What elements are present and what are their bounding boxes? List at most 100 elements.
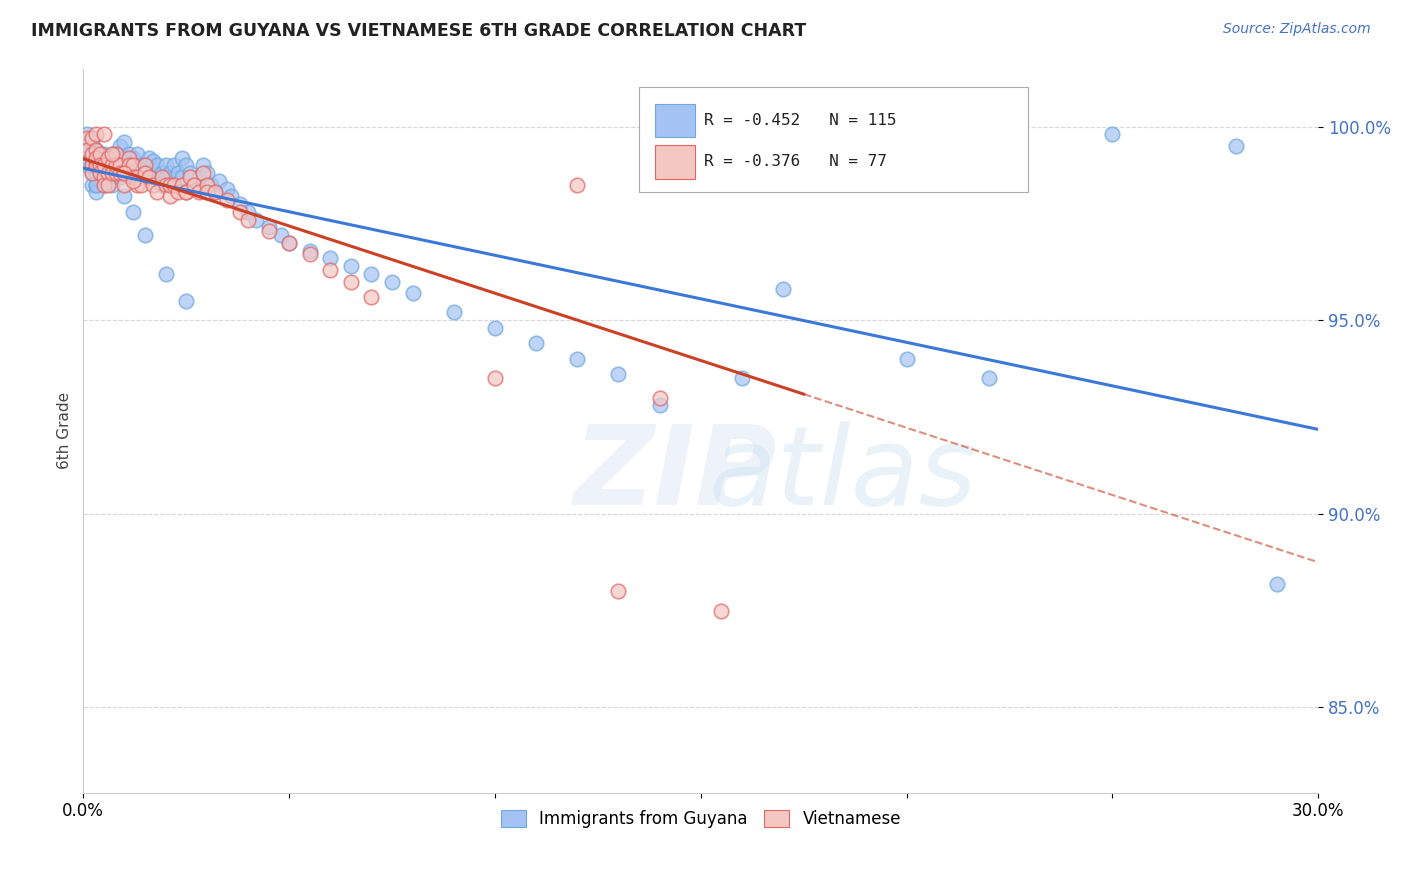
Point <box>84 151 107 165</box>
Point <box>340 259 363 273</box>
Point <box>567 351 589 366</box>
Point <box>117 166 139 180</box>
Point <box>84 143 107 157</box>
Point <box>204 186 226 200</box>
FancyBboxPatch shape <box>655 104 695 137</box>
Point <box>146 169 169 184</box>
Point <box>134 158 156 172</box>
Point <box>138 169 160 184</box>
Point <box>183 178 205 192</box>
Point <box>278 235 301 250</box>
Point <box>121 158 143 172</box>
Point <box>97 166 120 180</box>
Point <box>138 169 160 184</box>
Point <box>97 166 120 180</box>
Point <box>84 143 107 157</box>
Point <box>80 178 103 192</box>
Point <box>174 186 197 200</box>
Point <box>84 158 107 172</box>
Point <box>159 178 181 192</box>
Text: R = -0.376   N = 77: R = -0.376 N = 77 <box>704 154 887 169</box>
Point <box>125 162 148 177</box>
Point <box>114 151 136 165</box>
Point <box>89 158 111 172</box>
Point <box>114 135 136 149</box>
Point <box>110 166 132 180</box>
Point <box>97 158 120 172</box>
Point <box>146 158 169 172</box>
Point <box>146 186 169 200</box>
Point <box>84 154 107 169</box>
Point <box>110 169 132 184</box>
Point <box>80 166 103 180</box>
Point <box>134 166 156 180</box>
Point <box>93 169 115 184</box>
Point <box>84 178 107 192</box>
Point <box>524 336 547 351</box>
Point <box>114 166 136 180</box>
Point <box>174 293 197 308</box>
Point <box>110 158 132 172</box>
Point <box>80 146 103 161</box>
Point <box>110 166 132 180</box>
Point <box>1101 128 1123 142</box>
Point <box>319 263 342 277</box>
Point <box>89 158 111 172</box>
Point <box>236 204 259 219</box>
Point <box>110 139 132 153</box>
Point <box>187 186 209 200</box>
Point <box>84 128 107 142</box>
Point <box>97 151 120 165</box>
FancyBboxPatch shape <box>640 87 1028 192</box>
Point <box>134 158 156 172</box>
Point <box>101 158 124 172</box>
Point <box>84 166 107 180</box>
Point <box>155 169 177 184</box>
Text: atlas: atlas <box>709 420 977 527</box>
Point <box>484 371 506 385</box>
Point <box>257 220 280 235</box>
Point <box>195 186 218 200</box>
Point <box>105 166 128 180</box>
Point <box>567 178 589 192</box>
Point <box>236 212 259 227</box>
Text: R = -0.452   N = 115: R = -0.452 N = 115 <box>704 113 897 128</box>
Point <box>191 158 214 172</box>
Point <box>121 204 143 219</box>
Point <box>187 169 209 184</box>
Point <box>401 286 423 301</box>
Point <box>89 158 111 172</box>
Point <box>105 146 128 161</box>
Point <box>76 139 98 153</box>
Point <box>114 166 136 180</box>
Point <box>174 158 197 172</box>
Point <box>159 178 181 192</box>
Point <box>138 151 160 165</box>
Point <box>125 146 148 161</box>
Point <box>607 368 630 382</box>
Point <box>731 371 754 385</box>
Point <box>191 166 214 180</box>
Point <box>121 174 143 188</box>
Point <box>167 166 190 180</box>
Point <box>150 166 173 180</box>
Point <box>183 178 205 192</box>
Point <box>200 178 222 192</box>
Point <box>76 128 98 142</box>
Text: IMMIGRANTS FROM GUYANA VS VIETNAMESE 6TH GRADE CORRELATION CHART: IMMIGRANTS FROM GUYANA VS VIETNAMESE 6TH… <box>31 22 806 40</box>
Point <box>105 166 128 180</box>
Point <box>607 584 630 599</box>
Point <box>977 371 1000 385</box>
Point <box>484 321 506 335</box>
Point <box>80 146 103 161</box>
Point <box>101 146 124 161</box>
Point <box>80 166 103 180</box>
Point <box>298 244 321 258</box>
Point <box>121 151 143 165</box>
Point <box>129 158 152 172</box>
Point <box>101 166 124 180</box>
Point <box>793 158 815 172</box>
Point <box>101 154 124 169</box>
Point <box>1225 139 1247 153</box>
Point <box>117 158 139 172</box>
